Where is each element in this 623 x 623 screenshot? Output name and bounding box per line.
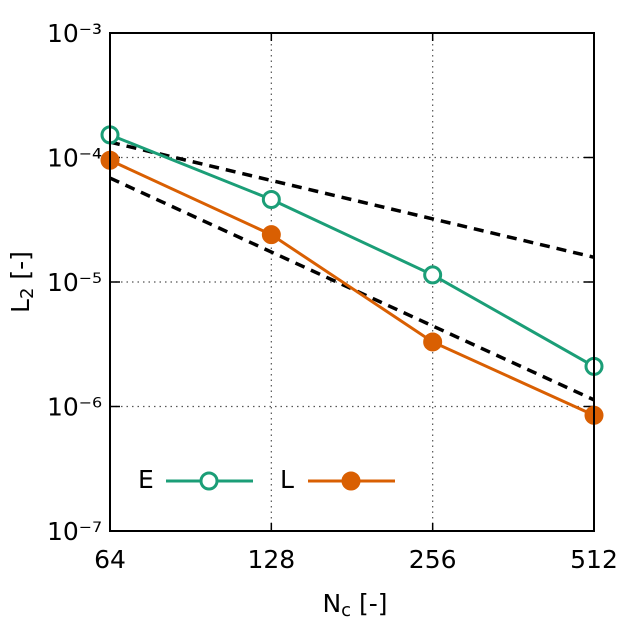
legend-label: L [280,465,294,494]
reference-line [109,176,595,402]
x-tick-label: 512 [570,545,618,574]
y-tick-label: 10⁻⁴ [47,144,102,173]
series-line [109,133,595,368]
x-tick-label: 128 [247,545,295,574]
y-label-unit: [-] [6,251,35,287]
data-point [261,189,281,209]
series-line [109,158,595,417]
y-label-sub: 2 [17,288,38,299]
data-point [423,332,443,352]
y-axis-label: L2 [-] [6,251,38,313]
x-label-unit: [-] [351,589,387,618]
y-label-main: L [6,299,35,313]
legend-label: E [138,465,154,494]
data-point [423,265,443,285]
legend-marker [341,471,361,491]
y-tick-label: 10⁻⁶ [47,393,102,422]
legend-marker [199,471,219,491]
y-tick-label: 10⁻⁵ [47,268,102,297]
plot-frame [109,32,595,532]
reference-line [109,140,595,259]
x-tick-label: 64 [94,545,126,574]
data-point [261,225,281,245]
x-label-main: N [322,589,341,618]
x-label-sub: c [341,600,351,621]
x-tick-label: 256 [409,545,457,574]
x-axis-label: Nc [-] [322,589,387,621]
y-tick-label: 10⁻⁷ [47,517,102,546]
y-tick-label: 10⁻³ [47,19,102,48]
